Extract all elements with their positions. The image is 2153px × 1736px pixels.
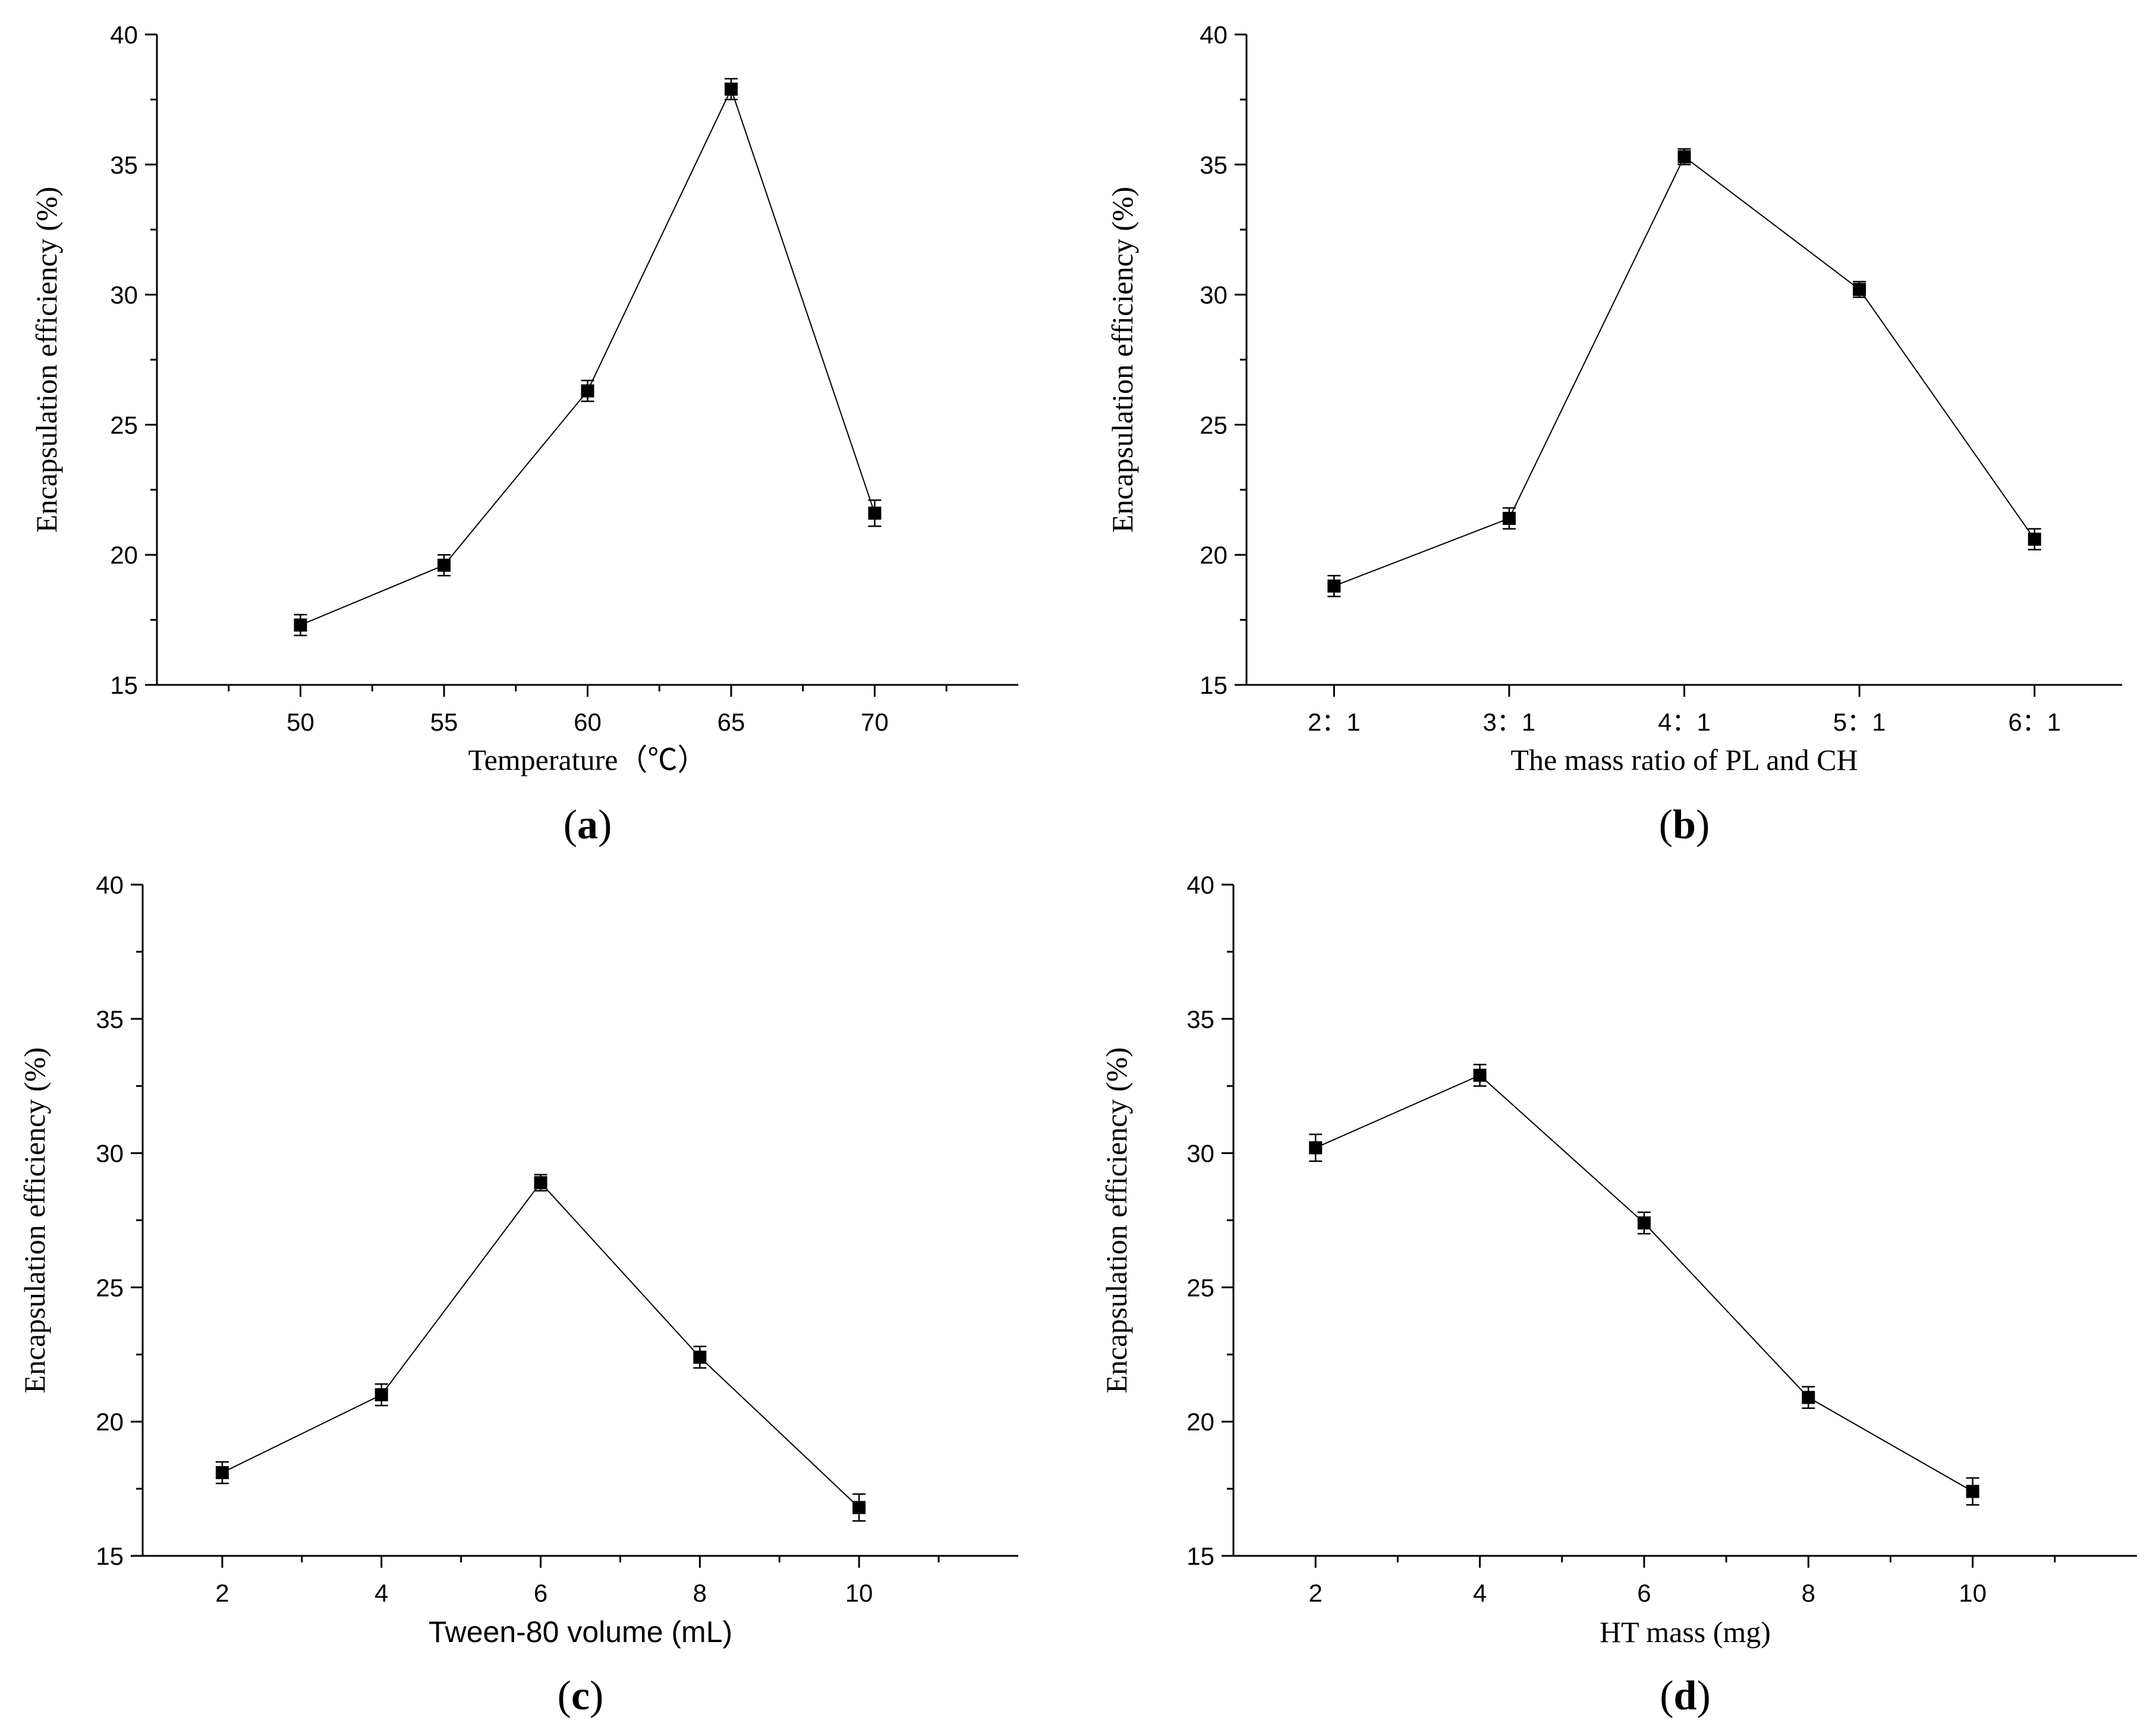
- y-tick-label: 25: [96, 1273, 124, 1301]
- data-point-marker: [1637, 1216, 1651, 1230]
- x-tick-label: 4: [1473, 1579, 1487, 1607]
- y-axis-title: Encapsulation efficiency (%): [1106, 187, 1139, 533]
- data-point-marker: [437, 558, 451, 572]
- x-tick-label: 2：1: [1308, 708, 1361, 736]
- x-tick-label: 10: [845, 1579, 873, 1607]
- x-tick-label: 55: [430, 708, 458, 736]
- x-axis-title: The mass ratio of PL and CH: [1510, 743, 1858, 776]
- x-axis-title: Temperature（℃）: [468, 743, 707, 776]
- data-point-marker: [1502, 511, 1516, 525]
- x-tick-label: 4：1: [1658, 708, 1711, 736]
- panel-c: 15 20 25 30 35 40 2 4 6 8 10 Tween-80 volume (mL) En…: [18, 871, 1018, 1719]
- x-tick-label: 8: [693, 1579, 707, 1607]
- y-tick-label: 35: [96, 1005, 124, 1033]
- x-tick-label: 60: [574, 708, 602, 736]
- y-tick-label: 25: [110, 411, 138, 439]
- data-point-marker: [1802, 1391, 1815, 1404]
- panel-d: 15 20 25 30 35 40 2 4 6 8 10 HT mass (mg) Encapsulat…: [1100, 871, 2137, 1719]
- panel-b: 15 20 25 30 35 40 2：1 3：1 4：1 5：1 6：1 The mass rati…: [1106, 21, 2122, 848]
- data-point-marker: [868, 507, 882, 520]
- x-tick-label: 65: [717, 708, 745, 736]
- x-tick-label: 2: [1309, 1579, 1323, 1607]
- panel-label: (c): [558, 1673, 604, 1719]
- data-point-marker: [581, 384, 594, 398]
- y-tick-label: 40: [1186, 871, 1214, 899]
- y-tick-label: 15: [1200, 671, 1227, 699]
- y-tick-label: 30: [96, 1140, 124, 1168]
- y-tick-label: 25: [1200, 411, 1227, 439]
- y-tick-label: 35: [1200, 151, 1227, 179]
- data-point-marker: [1853, 282, 1866, 296]
- y-tick-label: 30: [110, 281, 138, 309]
- y-tick-label: 40: [1200, 21, 1227, 49]
- x-axis-title: Tween-80 volume (mL): [429, 1615, 732, 1649]
- series-line: [300, 87, 876, 626]
- panel-a: 15 20 25 30 35 40 50 55 60 65 70 Temperature（℃） Enca…: [30, 21, 1018, 848]
- y-tick-label: 20: [110, 541, 138, 569]
- y-tick-label: 20: [1200, 541, 1227, 569]
- x-tick-label: 3：1: [1483, 708, 1536, 736]
- panel-label: (b): [1659, 802, 1710, 848]
- x-tick-label: 5：1: [1833, 708, 1886, 736]
- y-tick-label: 35: [1186, 1005, 1214, 1033]
- y-tick-label: 25: [1186, 1273, 1214, 1301]
- x-tick-label: 4: [374, 1579, 388, 1607]
- x-tick-label: 70: [861, 708, 889, 736]
- x-tick-label: 2: [215, 1579, 229, 1607]
- data-point-marker: [1473, 1068, 1487, 1082]
- x-tick-label: 6：1: [2008, 708, 2061, 736]
- y-axis-title: Encapsulation efficiency (%): [1100, 1047, 1133, 1393]
- data-point-marker: [725, 82, 738, 96]
- y-tick-label: 40: [96, 871, 124, 899]
- data-point-marker: [294, 618, 307, 632]
- data-point-marker: [1677, 150, 1691, 163]
- x-tick-label: 6: [534, 1579, 547, 1607]
- x-tick-label: 6: [1637, 1579, 1651, 1607]
- data-point-marker: [1966, 1485, 1979, 1498]
- y-axis-title: Encapsulation efficiency (%): [18, 1047, 51, 1393]
- data-point-marker: [215, 1466, 229, 1480]
- data-point-marker: [2028, 532, 2041, 546]
- panel-label: (a): [564, 802, 612, 848]
- series-line: [1333, 156, 2035, 587]
- panel-label: (d): [1660, 1673, 1711, 1719]
- y-tick-label: 30: [1200, 281, 1227, 309]
- series-line: [222, 1181, 860, 1508]
- data-point-marker: [852, 1501, 866, 1514]
- data-point-marker: [374, 1388, 388, 1402]
- x-axis-title: HT mass (mg): [1600, 1615, 1771, 1649]
- data-point-marker: [693, 1350, 707, 1364]
- data-point-marker: [1309, 1141, 1323, 1155]
- y-tick-label: 15: [96, 1542, 124, 1570]
- y-tick-label: 40: [110, 21, 138, 49]
- x-tick-label: 50: [287, 708, 314, 736]
- x-tick-label: 10: [1959, 1579, 1987, 1607]
- x-tick-label: 8: [1802, 1579, 1815, 1607]
- y-tick-label: 15: [110, 671, 138, 699]
- series-line: [1315, 1074, 1973, 1492]
- data-point-marker: [534, 1176, 547, 1190]
- y-tick-label: 15: [1186, 1542, 1214, 1570]
- y-tick-label: 30: [1186, 1140, 1214, 1168]
- y-tick-label: 20: [96, 1408, 124, 1436]
- y-tick-label: 35: [110, 151, 138, 179]
- data-point-marker: [1327, 579, 1341, 593]
- y-tick-label: 20: [1186, 1408, 1214, 1436]
- y-axis-title: Encapsulation efficiency (%): [30, 187, 63, 533]
